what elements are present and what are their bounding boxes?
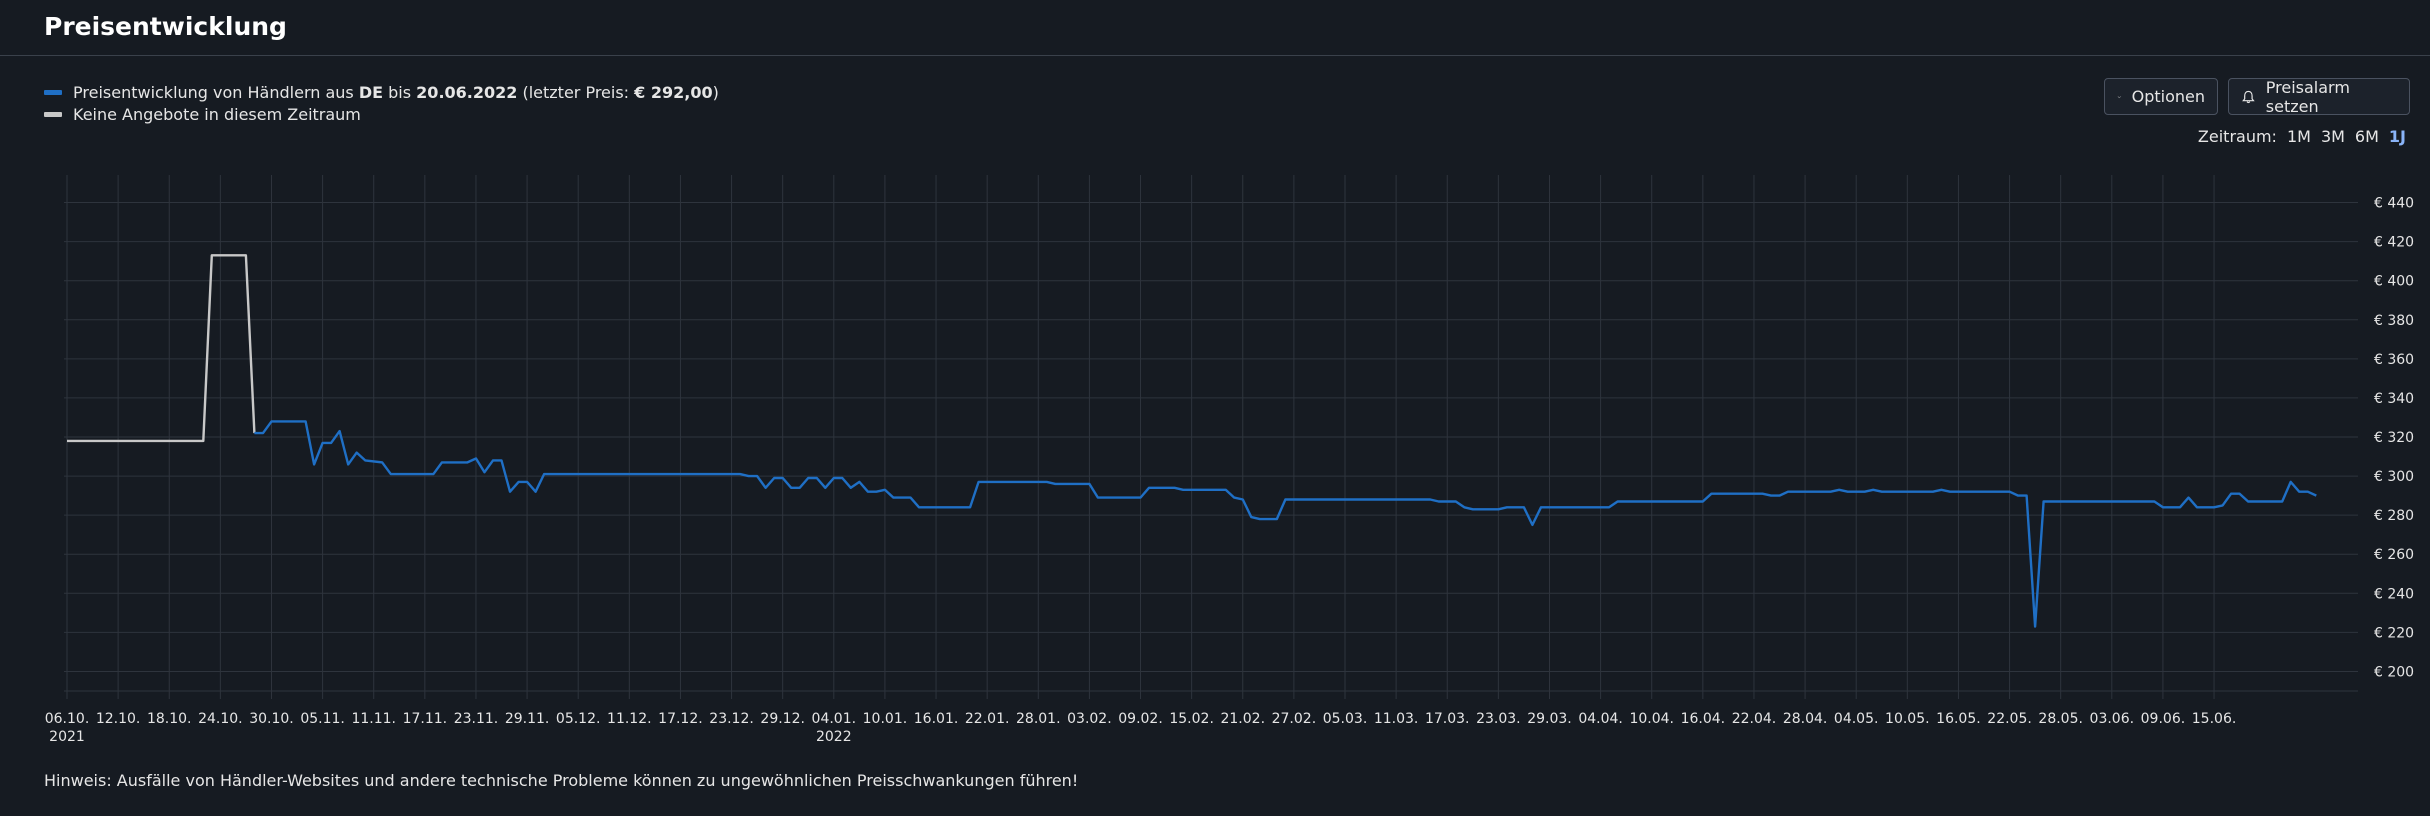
x-tick-label: 17.12. bbox=[658, 711, 703, 727]
x-tick-label: 10.04. bbox=[1629, 711, 1674, 727]
x-tick-label: 10.01. bbox=[863, 711, 908, 727]
x-tick-label: 28.04. bbox=[1783, 711, 1828, 727]
y-tick-label: € 240 bbox=[2374, 586, 2414, 602]
x-tick-label: 22.01. bbox=[965, 711, 1010, 727]
x-tick-label: 15.02. bbox=[1169, 711, 1214, 727]
y-tick-label: € 420 bbox=[2374, 235, 2414, 251]
x-tick-label: 15.06. bbox=[2192, 711, 2237, 727]
x-tick-label: 28.01. bbox=[1016, 711, 1061, 727]
legend-item-no-offers[interactable]: Keine Angebote in diesem Zeitraum bbox=[44, 103, 719, 125]
x-tick-label: 16.01. bbox=[914, 711, 959, 727]
y-tick-label: € 400 bbox=[2374, 274, 2414, 290]
period-option-1j[interactable]: 1J bbox=[2388, 127, 2406, 146]
y-tick-label: € 440 bbox=[2374, 196, 2414, 212]
period-label: Zeitraum: bbox=[2197, 127, 2277, 146]
x-tick-label: 18.10. bbox=[147, 711, 192, 727]
x-tick-label: 17.11. bbox=[403, 711, 448, 727]
x-tick-label: 04.01. bbox=[812, 711, 857, 727]
hint-text: Hinweis: Ausfälle von Händler-Websites u… bbox=[44, 771, 1079, 790]
y-tick-label: € 300 bbox=[2374, 469, 2414, 485]
x-tick-label: 11.11. bbox=[351, 711, 396, 727]
header-bar: Preisentwicklung bbox=[0, 0, 2430, 56]
x-tick-label: 29.03. bbox=[1527, 711, 1572, 727]
bell-icon bbox=[2242, 90, 2255, 103]
price-chart: € 200 € 220 € 240 € 260 € 280 € 300 € 320 € 340… bbox=[45, 175, 2414, 745]
x-tick-label: 29.11. bbox=[505, 711, 550, 727]
price-alarm-button[interactable]: Preisalarm setzen bbox=[2228, 77, 2410, 116]
series-line-no-offers bbox=[67, 254, 256, 443]
y-tick-label: € 360 bbox=[2374, 352, 2414, 368]
period-selector: Zeitraum: 1M 3M 6M 1J bbox=[2198, 127, 2406, 146]
y-tick-label: € 200 bbox=[2374, 664, 2414, 680]
x-tick-label: 29.12. bbox=[760, 711, 805, 727]
chart-legend: Preisentwicklung von Händlern aus DE bis… bbox=[44, 81, 719, 125]
chevron-down-icon bbox=[2117, 95, 2121, 98]
price-history-panel: € 200 € 220 € 240 € 260 € 280 € 300 € 320 € 340… bbox=[0, 57, 2430, 816]
legend-swatch-prices bbox=[44, 89, 62, 95]
x-tick-label: 22.04. bbox=[1732, 711, 1777, 727]
x-tick-label: 05.03. bbox=[1323, 711, 1368, 727]
options-button-label: Optionen bbox=[2131, 87, 2205, 106]
x-tick-label: 28.05. bbox=[2038, 711, 2083, 727]
x-tick-label: 23.03. bbox=[1476, 711, 1521, 727]
x-year-label: 2021 bbox=[49, 729, 85, 745]
x-tick-label: 24.10. bbox=[198, 711, 243, 727]
y-tick-label: € 380 bbox=[2374, 313, 2414, 329]
legend-swatch-no-offers bbox=[44, 111, 62, 117]
x-tick-label: 04.05. bbox=[1834, 711, 1879, 727]
options-button[interactable]: Optionen bbox=[2104, 78, 2218, 115]
x-tick-label: 16.05. bbox=[1936, 711, 1981, 727]
x-tick-label: 04.04. bbox=[1578, 711, 1623, 727]
legend-label-prices: Preisentwicklung von Händlern aus DE bis… bbox=[73, 82, 719, 102]
x-tick-label: 21.02. bbox=[1220, 711, 1265, 727]
x-tick-label: 06.10. bbox=[45, 711, 90, 727]
x-year-label: 2022 bbox=[816, 729, 852, 745]
x-tick-label: 16.04. bbox=[1681, 711, 1726, 727]
legend-item-prices[interactable]: Preisentwicklung von Händlern aus DE bis… bbox=[44, 81, 719, 103]
x-tick-label: 05.12. bbox=[556, 711, 601, 727]
x-tick-label: 23.11. bbox=[454, 711, 499, 727]
x-tick-label: 22.05. bbox=[1987, 711, 2032, 727]
y-tick-label: € 220 bbox=[2374, 625, 2414, 641]
x-tick-label: 09.02. bbox=[1118, 711, 1163, 727]
y-tick-label: € 340 bbox=[2374, 391, 2414, 407]
x-tick-label: 27.02. bbox=[1272, 711, 1317, 727]
y-tick-label: € 260 bbox=[2374, 547, 2414, 563]
x-tick-label: 09.06. bbox=[2141, 711, 2186, 727]
x-tick-label: 23.12. bbox=[709, 711, 754, 727]
legend-label-no-offers: Keine Angebote in diesem Zeitraum bbox=[73, 104, 361, 124]
x-tick-label: 03.02. bbox=[1067, 711, 1112, 727]
x-tick-label: 11.12. bbox=[607, 711, 652, 727]
x-tick-label: 11.03. bbox=[1374, 711, 1419, 727]
page-title: Preisentwicklung bbox=[44, 12, 287, 41]
period-option-1m[interactable]: 1M bbox=[2286, 127, 2311, 146]
x-tick-label: 30.10. bbox=[249, 711, 294, 727]
x-tick-label: 05.11. bbox=[300, 711, 345, 727]
series-line-prices bbox=[254, 420, 2317, 628]
x-tick-label: 12.10. bbox=[96, 711, 141, 727]
y-tick-label: € 320 bbox=[2374, 430, 2414, 446]
price-alarm-button-label: Preisalarm setzen bbox=[2265, 77, 2350, 116]
period-option-6m[interactable]: 6M bbox=[2354, 127, 2379, 146]
x-tick-label: 10.05. bbox=[1885, 711, 1930, 727]
x-tick-label: 17.03. bbox=[1425, 711, 1470, 727]
period-option-3m[interactable]: 3M bbox=[2320, 127, 2345, 146]
y-tick-label: € 280 bbox=[2374, 508, 2414, 524]
x-tick-label: 03.06. bbox=[2090, 711, 2135, 727]
